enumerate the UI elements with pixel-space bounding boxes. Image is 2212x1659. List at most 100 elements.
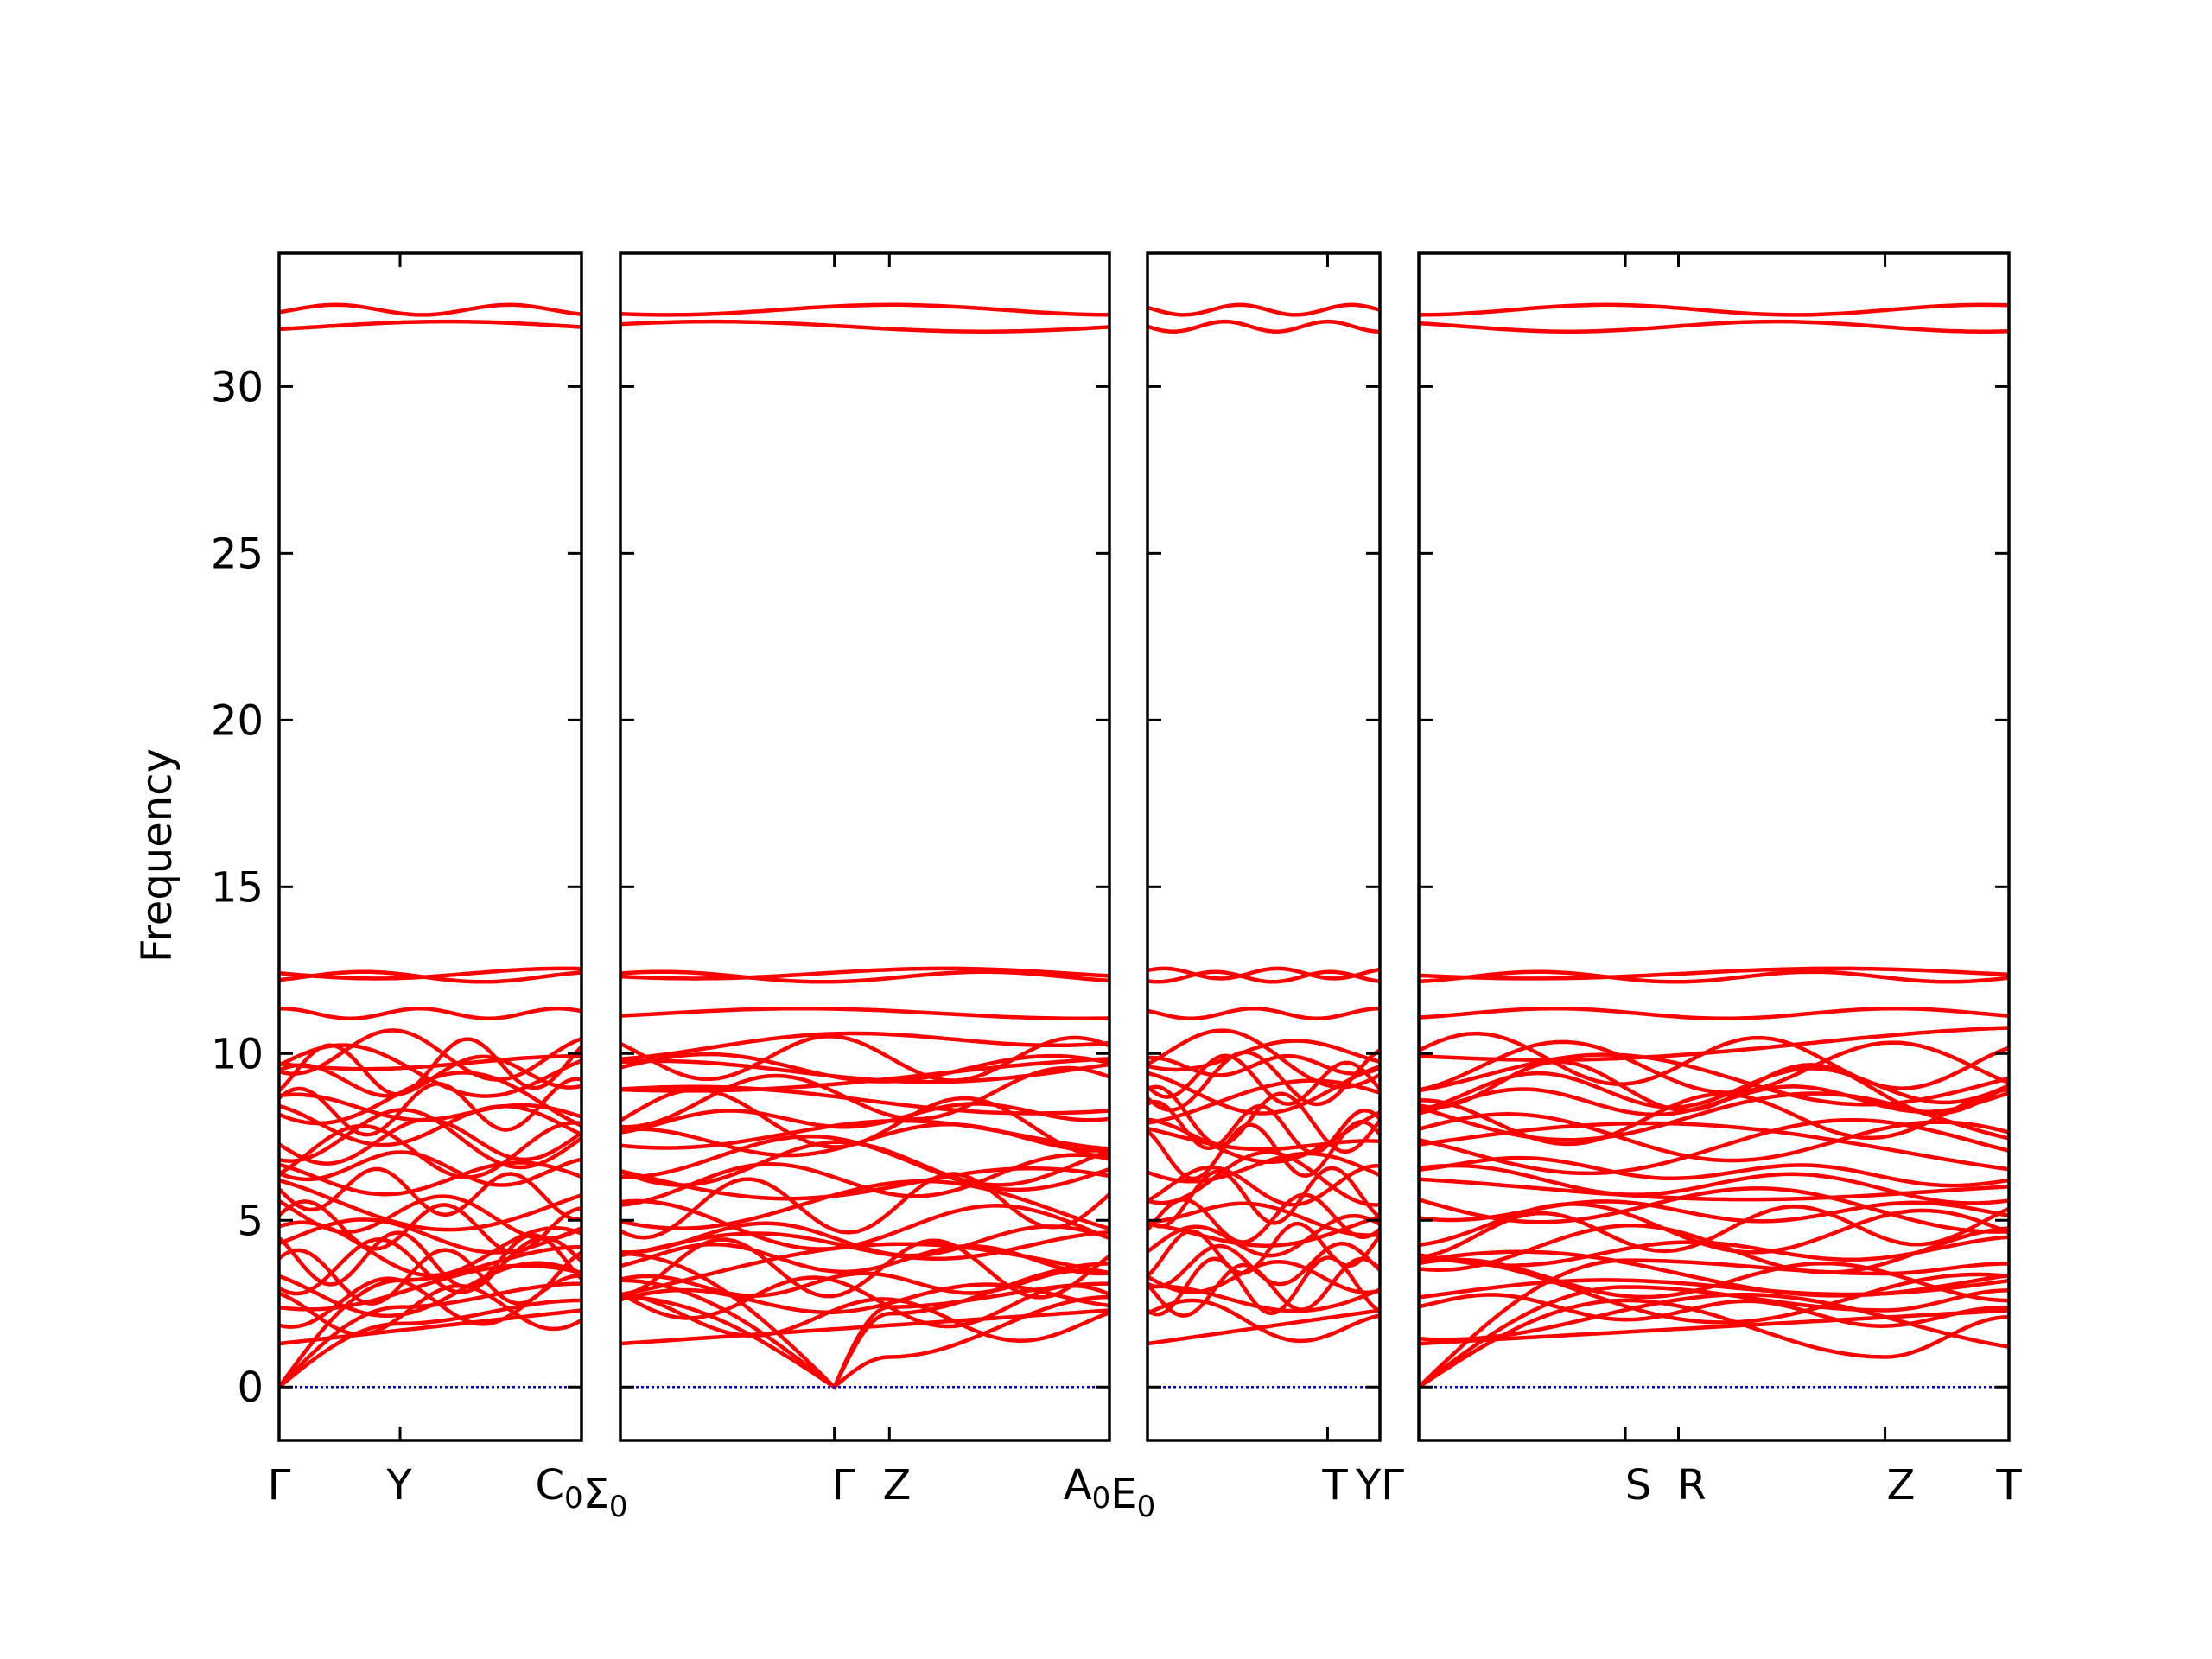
band-line — [278, 1103, 583, 1147]
band-line — [1418, 1026, 2010, 1062]
band-line — [620, 1166, 1110, 1201]
band-line — [620, 319, 1110, 334]
band-line — [1418, 1163, 2010, 1205]
band-line — [1147, 1201, 1381, 1237]
band-line — [620, 1198, 1110, 1251]
frame-layer — [277, 251, 2011, 1442]
band-line — [1418, 1031, 2010, 1090]
band-line — [1146, 1260, 1381, 1294]
band-line — [1147, 1006, 1381, 1021]
band-line — [1147, 1099, 1382, 1155]
band-line — [278, 1178, 582, 1232]
x-tick-label: YΓ — [1355, 1461, 1404, 1510]
band-line — [620, 1221, 1110, 1258]
band-line — [1418, 1052, 2010, 1107]
band-line — [278, 1092, 582, 1122]
band-line — [620, 1242, 1110, 1276]
acoustic-branch-ta1 — [620, 1294, 1110, 1389]
acoustic-branch-la — [1417, 1258, 2010, 1389]
band-line — [620, 1118, 1110, 1151]
band-line — [1418, 1186, 2010, 1234]
panel-frame — [1417, 251, 2011, 1442]
acoustic-branch-ta2 — [620, 1278, 1110, 1390]
band-line — [620, 1102, 1110, 1135]
bands-layer — [277, 302, 2011, 1390]
band-line — [278, 1028, 582, 1082]
y-tick-label: 0 — [237, 1363, 264, 1412]
band-line — [277, 1121, 582, 1179]
band-line — [1418, 1177, 2010, 1202]
band-line — [620, 1292, 1110, 1344]
acoustic-branch-ta1 — [277, 1298, 582, 1389]
x-tick-label: Y — [385, 1461, 412, 1510]
acoustic-branch-ta1 — [1417, 1298, 2010, 1389]
band-line — [1418, 1223, 2010, 1274]
band-line — [1418, 302, 2010, 317]
panel-frame — [1146, 251, 1382, 1442]
y-tick-label: 5 — [237, 1197, 264, 1245]
band-line — [1147, 969, 1381, 984]
band-line — [1418, 1006, 2010, 1021]
band-line — [277, 1077, 582, 1137]
band-line — [279, 1006, 582, 1021]
band-line — [1147, 1126, 1381, 1152]
band-line — [620, 1153, 1110, 1207]
band-line — [277, 1194, 583, 1242]
band-line — [277, 1166, 582, 1222]
y-tick-label: 10 — [211, 1030, 264, 1078]
band-line — [1418, 969, 2010, 984]
band-line — [1147, 302, 1381, 317]
band-line — [1147, 1053, 1381, 1077]
band-line — [1418, 1293, 2010, 1328]
band-line — [620, 1052, 1110, 1084]
band-line — [1147, 1150, 1381, 1207]
band-line — [278, 319, 582, 332]
band-line — [620, 1268, 1110, 1298]
band-line — [1418, 1059, 2011, 1116]
band-line — [1147, 1308, 1381, 1346]
y-axis-label: Frequency — [133, 748, 181, 963]
band-line — [620, 1006, 1110, 1021]
band-line — [1147, 1298, 1381, 1344]
band-line — [1146, 1119, 1382, 1181]
band-line — [1418, 1258, 2010, 1325]
acoustic-branch-ta2 — [1417, 1285, 2010, 1389]
acoustic-branch-la — [277, 1244, 582, 1389]
band-line — [1418, 1308, 2010, 1346]
acoustic-branch-ta2 — [277, 1281, 582, 1389]
band-line — [1418, 1257, 2010, 1303]
band-line — [1418, 1039, 2010, 1095]
band-line — [278, 1263, 582, 1312]
band-line — [278, 1160, 582, 1197]
band-line — [1146, 1166, 1382, 1229]
band-line — [278, 1150, 582, 1187]
x-tick-label: T — [1321, 1461, 1348, 1510]
x-tick-label: A0E0 — [1064, 1461, 1155, 1524]
band-line — [1146, 1028, 1382, 1090]
x-tick-label: R — [1677, 1461, 1706, 1510]
acoustic-branch-la — [620, 1251, 1110, 1390]
band-line — [1418, 319, 2010, 334]
band-line — [620, 1031, 1110, 1062]
x-tick-label: Γ — [268, 1461, 291, 1510]
x-tick-label: Z — [883, 1461, 912, 1510]
x-tick-label: C0Σ0 — [535, 1461, 627, 1524]
x-tick-label: T — [1995, 1461, 2022, 1510]
y-tick-label: 25 — [211, 530, 264, 578]
band-line — [1146, 1053, 1382, 1106]
y-tick-label: 15 — [211, 863, 264, 912]
panel-frame — [619, 251, 1111, 1442]
band-line — [1147, 966, 1381, 981]
y-tick-label: 20 — [211, 696, 264, 745]
band-line — [620, 302, 1110, 317]
band-line — [1418, 1087, 2010, 1147]
band-line — [620, 1084, 1110, 1116]
band-line — [620, 966, 1110, 981]
x-tick-label: S — [1625, 1461, 1651, 1510]
x-tick-label: Γ — [832, 1461, 855, 1510]
band-line — [278, 302, 582, 317]
band-line — [1147, 319, 1381, 334]
band-line — [1418, 1112, 2010, 1163]
